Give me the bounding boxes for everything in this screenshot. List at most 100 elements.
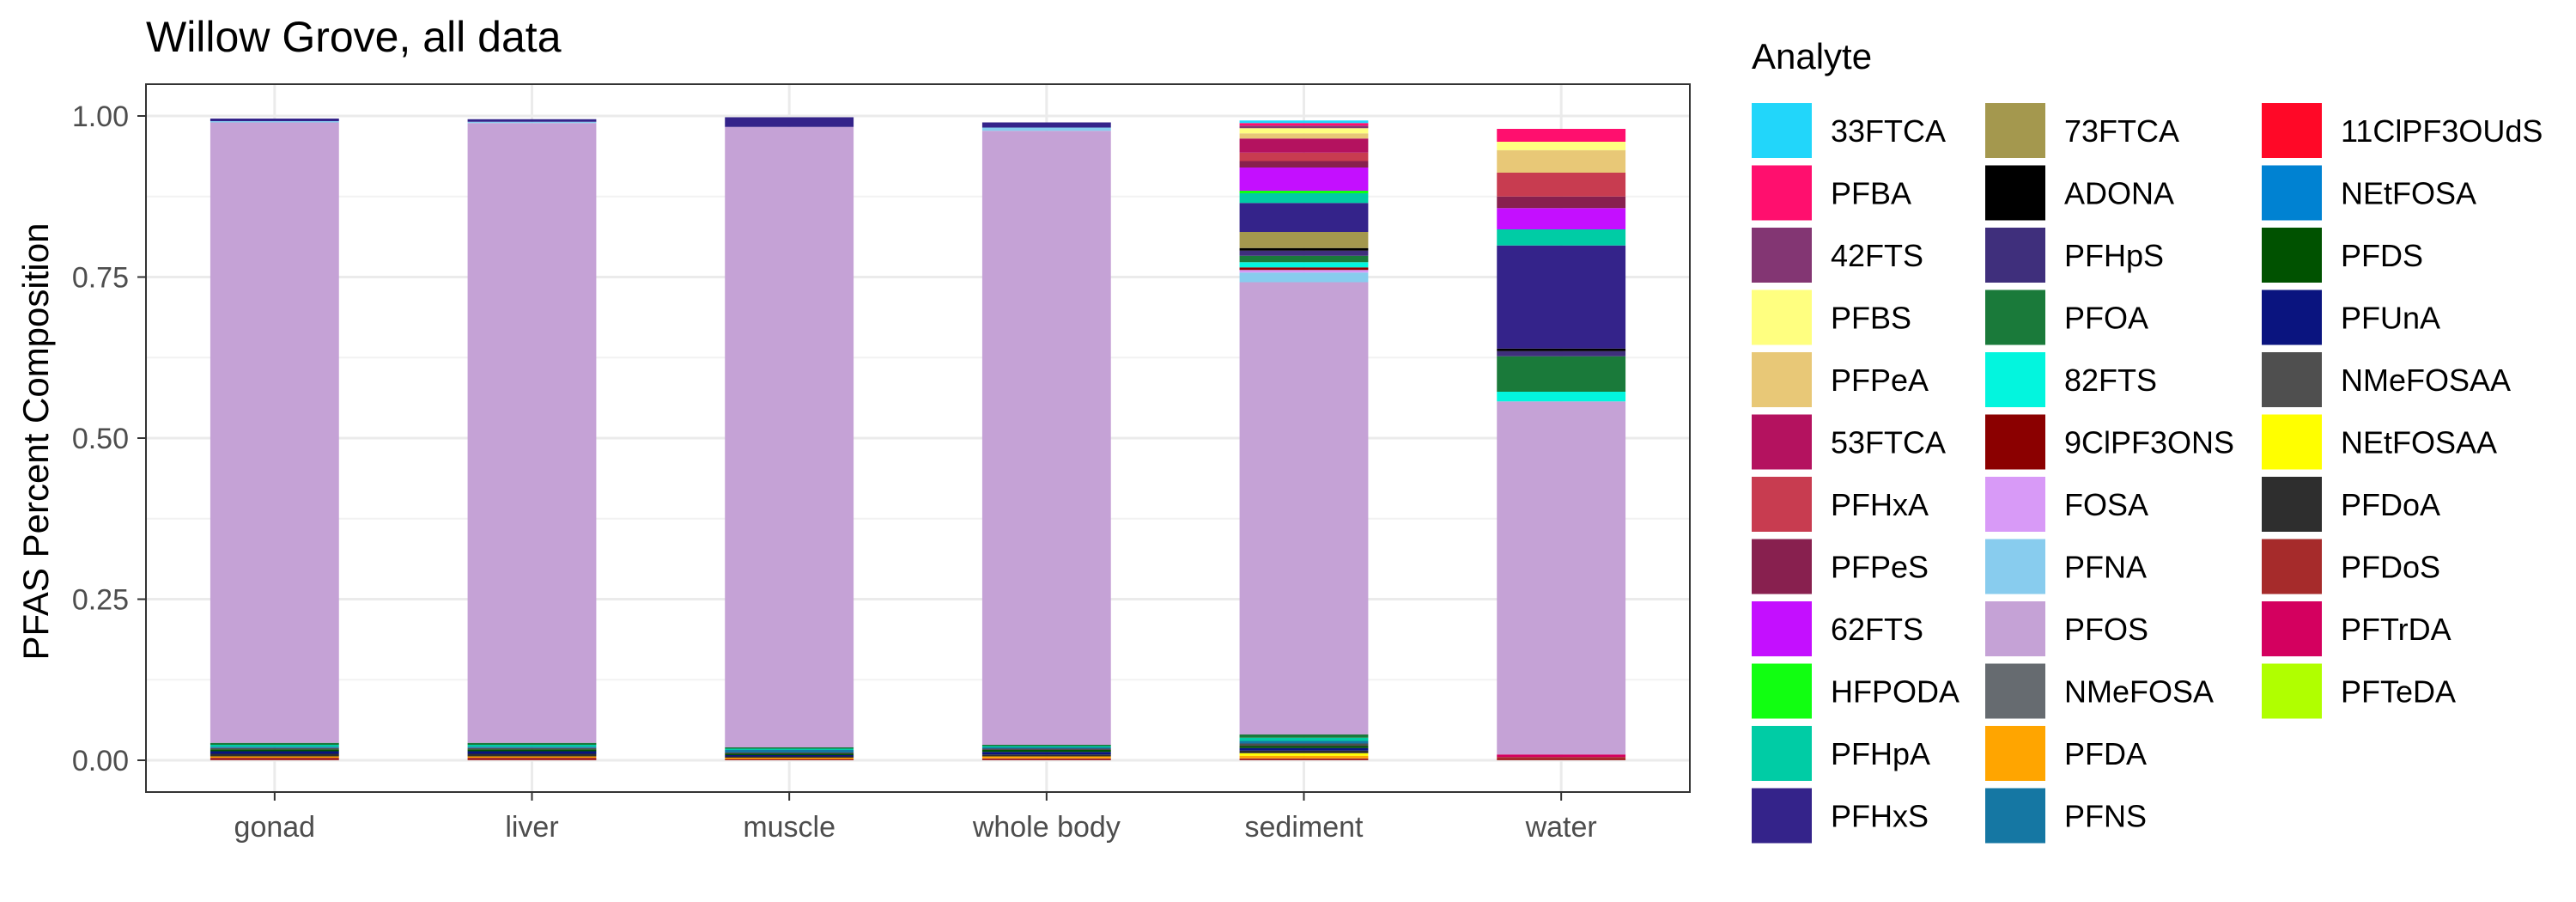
x-tick-label: liver [505,811,558,844]
bar-stack-water [1497,129,1626,760]
bar-segment [981,748,1111,750]
bar-segment [725,759,854,760]
legend-label: NEtFOSA [2341,176,2476,211]
bar-segment [1497,129,1626,142]
legend-item: PFDoA [2262,477,2440,532]
legend-label: PFHpA [1831,736,1930,771]
bar-segment [467,747,597,750]
legend-key [1985,663,2045,719]
bar-segment [1239,232,1369,248]
legend-label: PFHxS [1831,799,1929,834]
bar-segment [1239,133,1369,139]
legend-item: 73FTCA [1985,103,2179,158]
bar-segment [1497,208,1626,229]
bar-segment [1239,747,1369,751]
legend-key [1985,788,2045,844]
legend-item: PFTrDA [2262,601,2451,656]
legend-label: PFPeS [1831,550,1929,585]
bar-segment [1497,757,1626,760]
bar-segment [725,747,854,749]
legend-key [1752,726,1812,781]
bar-segment [981,747,1111,749]
bar-segment [467,742,597,745]
legend-label: NMeFOSAA [2341,363,2511,398]
legend-label: ADONA [2064,176,2174,211]
legend-key [2262,477,2322,532]
legend-item: HFPODA [1752,663,1959,719]
legend-label: PFUnA [2341,301,2440,336]
legend-key [1752,352,1812,407]
legend-key [1985,165,2045,221]
bar-segment [467,749,597,752]
legend-key [2262,228,2322,283]
legend-label: HFPODA [1831,674,1959,710]
bar-segment [467,751,597,754]
chart-title: Willow Grove, all data [146,13,562,61]
legend-key [1752,228,1812,283]
bar-segment [467,758,597,760]
legend-key [1752,289,1812,345]
bar-segment [210,753,339,757]
bar-segment [1497,173,1626,197]
legend-item: PFHxA [1752,477,1929,532]
bar-segment [981,752,1111,755]
bar-segment [1497,348,1626,351]
legend-item: NMeFOSAA [2262,352,2511,407]
legend-item: FOSA [1985,477,2148,532]
bar-segment [467,745,597,747]
legend-label: PFDS [2341,238,2423,273]
bar-segment [210,122,339,743]
bar-segment [1239,282,1369,734]
legend-label: 42FTS [1831,238,1923,273]
bar-segment [1239,740,1369,744]
legend-key [2262,165,2322,221]
legend-key [1985,539,2045,594]
legend-item: NEtFOSA [2262,165,2476,221]
legend-key [2262,414,2322,470]
legend-item: NMeFOSA [1985,663,2214,719]
bar-segment [210,745,339,747]
bar-segment [981,127,1111,131]
legend-key [2262,539,2322,594]
bar-segment [1239,734,1369,738]
bar-segment [1239,203,1369,232]
bar-segment [1239,270,1369,273]
y-tick-label: 1.00 [72,101,129,133]
bar-segment [210,121,339,123]
legend-item: PFNS [1985,788,2147,844]
bar-segment [1497,229,1626,246]
bar-segment [467,753,597,757]
bar-segment [210,747,339,750]
bar-segment [210,756,339,758]
y-axis-title: PFAS Percent Composition [15,223,56,661]
legend-label: PFOS [2064,612,2148,647]
legend-label: PFDA [2064,736,2147,771]
bar-segment [725,753,854,755]
y-tick-label: 0.25 [72,584,129,617]
y-axis: 0.00 0.25 0.50 0.75 1.00 [72,101,146,777]
legend-label: 62FTS [1831,612,1923,647]
bar-segment [725,753,854,754]
legend-key [1985,477,2045,532]
bar-segment [1497,350,1626,357]
bar-segment [725,750,854,753]
bar-segment [1239,267,1369,271]
legend-key [1985,228,2045,283]
y-tick-label: 0.75 [72,262,129,295]
legend-key [2262,352,2322,407]
legend-key [1752,601,1812,656]
legend-item: PFDS [2262,228,2423,283]
bar-segment [1239,737,1369,741]
legend-label: PFPeA [1831,363,1929,398]
legend-item: 53FTCA [1752,414,1946,470]
legend-key [1752,103,1812,158]
bar-segment [1497,142,1626,150]
legend-label: 82FTS [2064,363,2157,398]
bar-segment [981,756,1111,759]
legend-label: 53FTCA [1831,425,1946,460]
bar-segment [1239,750,1369,753]
legend-key [1985,414,2045,470]
bar-segment [1239,193,1369,204]
legend-key [1985,103,2045,158]
